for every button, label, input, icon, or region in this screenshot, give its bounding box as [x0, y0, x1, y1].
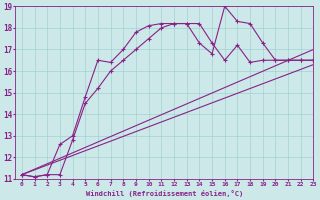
- X-axis label: Windchill (Refroidissement éolien,°C): Windchill (Refroidissement éolien,°C): [86, 190, 243, 197]
